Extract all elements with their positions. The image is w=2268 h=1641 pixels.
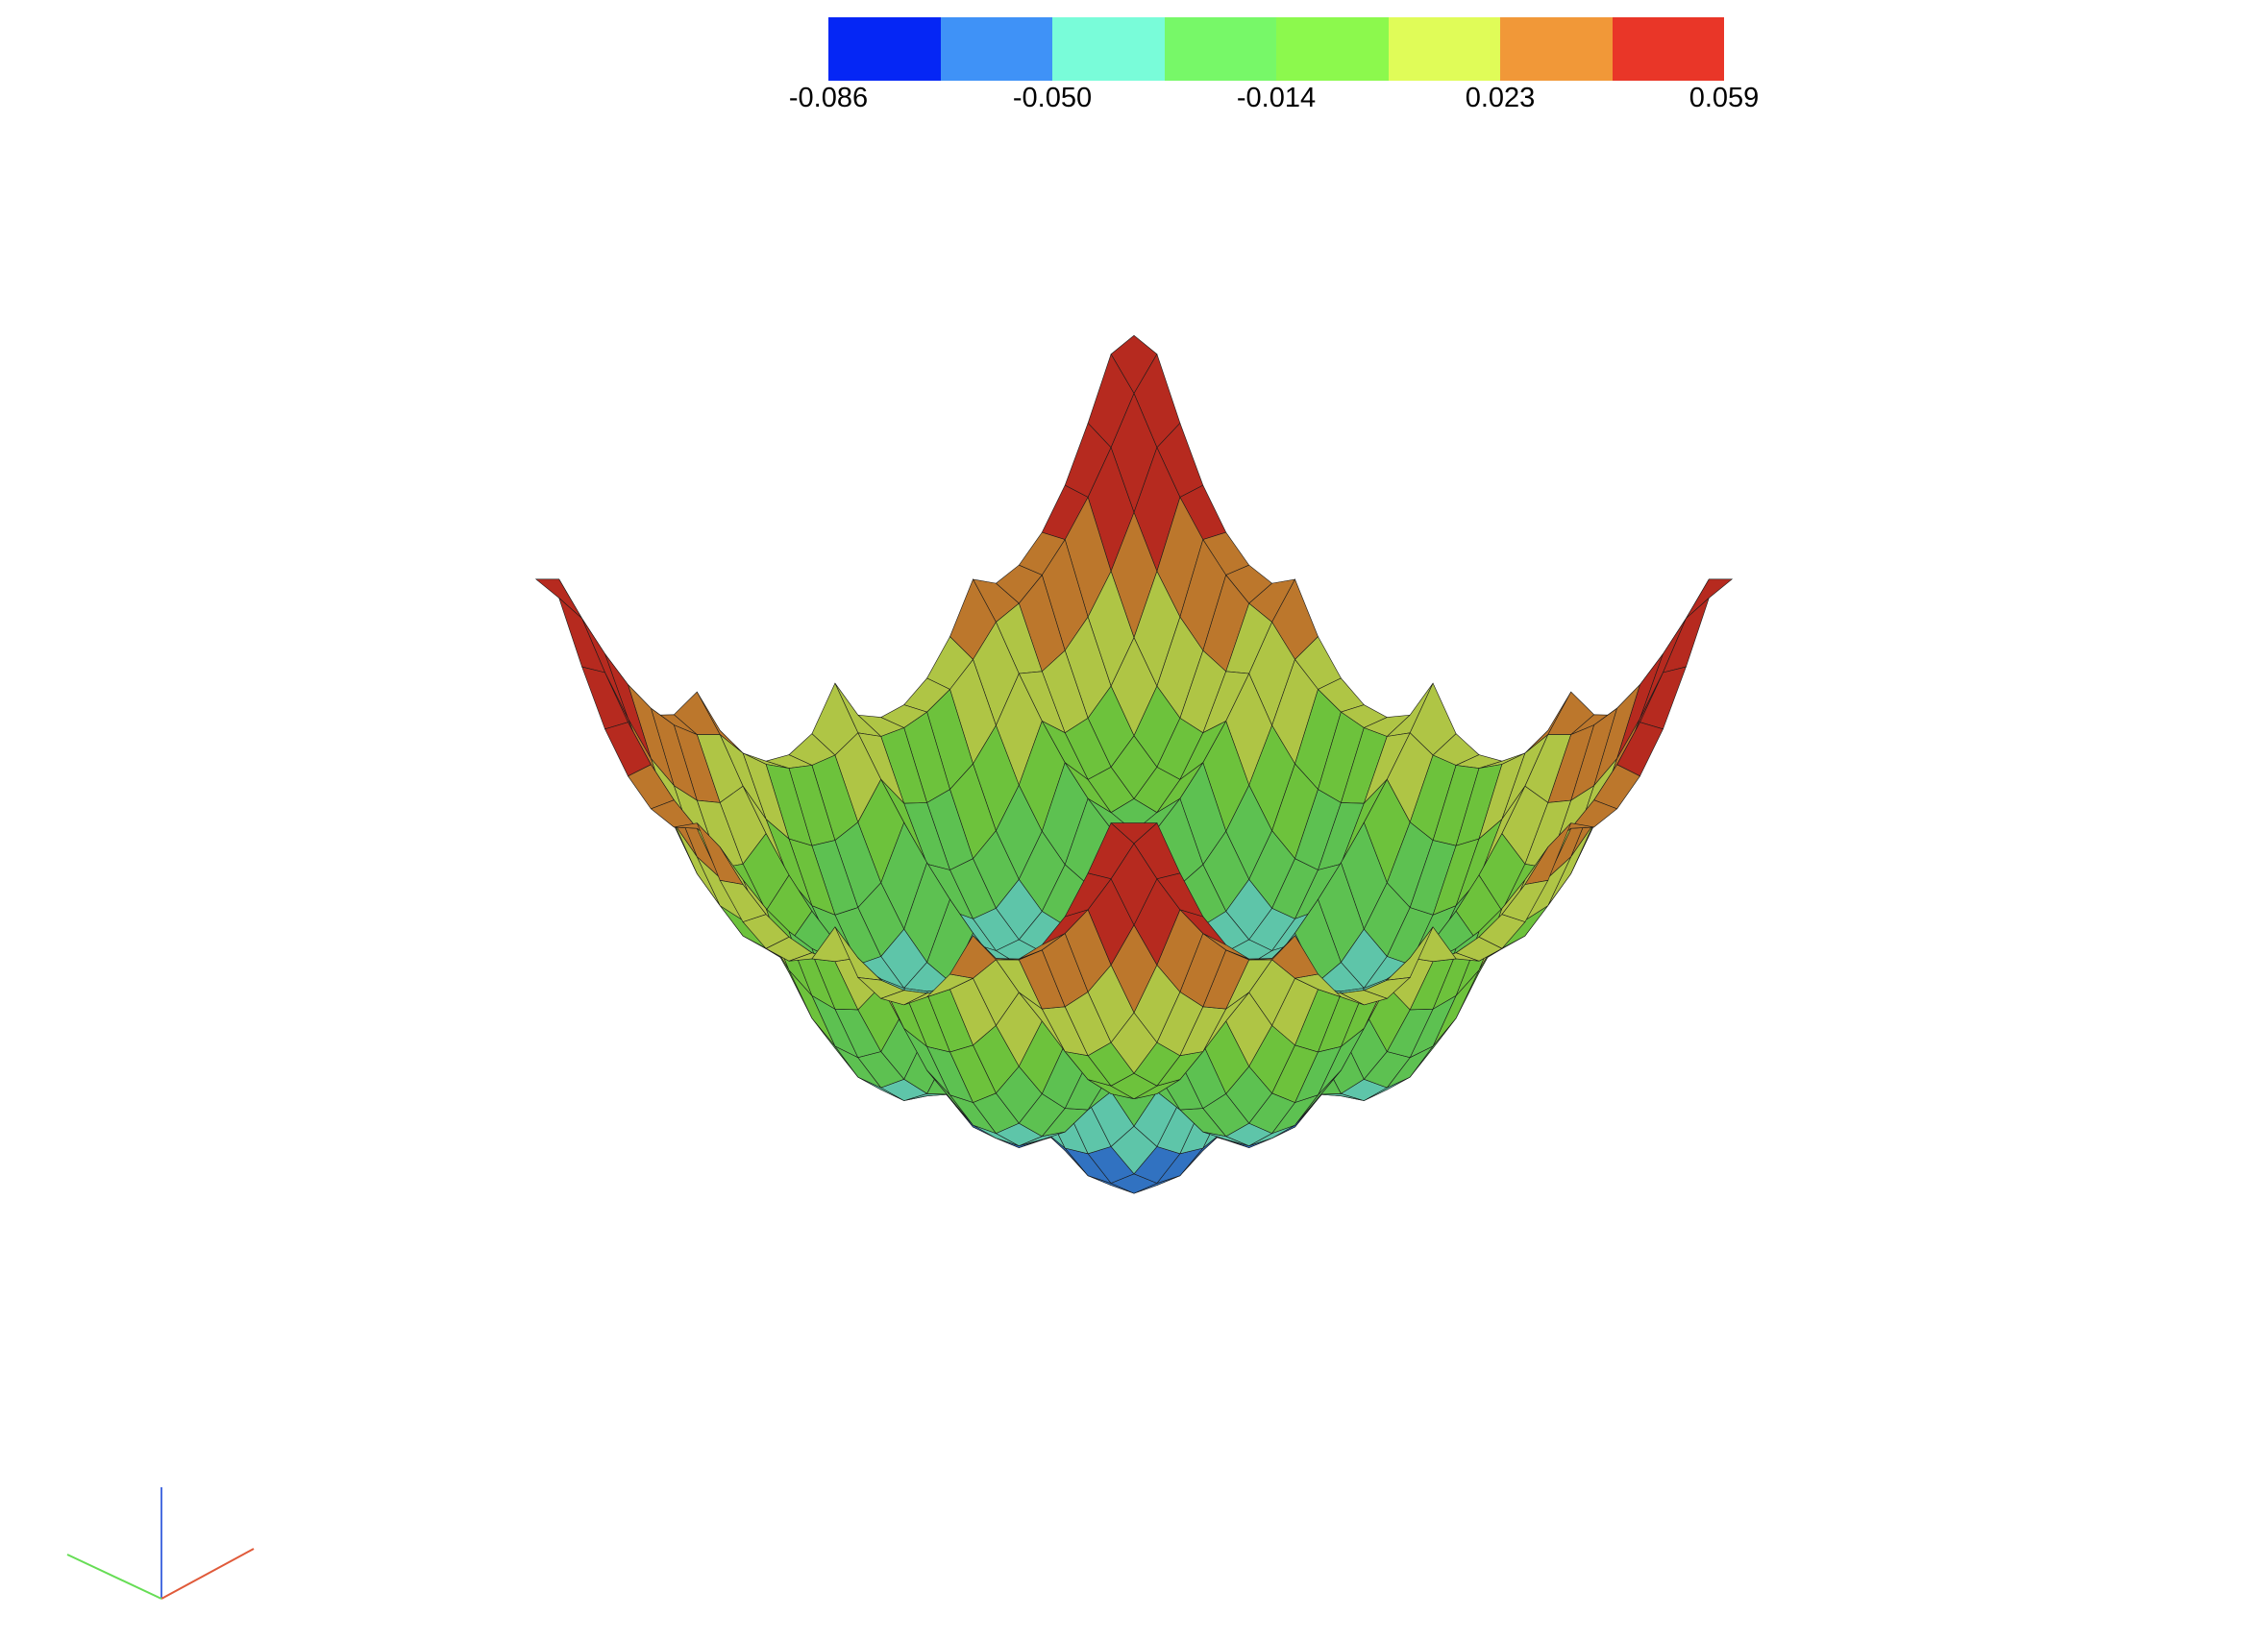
x-axis-line [160, 1548, 255, 1600]
colorbar-swatch-7 [1500, 17, 1613, 81]
colorbar-swatch-6 [1388, 17, 1500, 81]
colorbar-swatch-5 [1276, 17, 1389, 81]
colorbar-swatch-3 [1052, 17, 1165, 81]
colorbar-tick-label: 0.059 [1689, 83, 1760, 113]
surface-cell [558, 597, 606, 674]
colorbar-tick-label: -0.050 [1012, 83, 1093, 113]
surface-cell [1110, 822, 1158, 845]
surface-cell [1662, 597, 1710, 674]
colorbar-swatch-4 [1164, 17, 1276, 81]
surface-mesh [534, 334, 1734, 1194]
colorbar-tick-label: -0.086 [788, 83, 869, 113]
colorbar [828, 17, 1724, 81]
colorbar-ticks: -0.086 -0.050 -0.014 0.023 0.059 [789, 83, 1759, 121]
axes-triad [66, 1487, 255, 1600]
colorbar-tick-label: 0.023 [1465, 83, 1536, 113]
colorbar-swatch-1 [828, 17, 941, 81]
colorbar-swatch-2 [940, 17, 1052, 81]
colorbar-tick-label: -0.014 [1236, 83, 1317, 113]
colorbar-swatch-8 [1612, 17, 1724, 81]
y-axis-line [66, 1554, 162, 1600]
